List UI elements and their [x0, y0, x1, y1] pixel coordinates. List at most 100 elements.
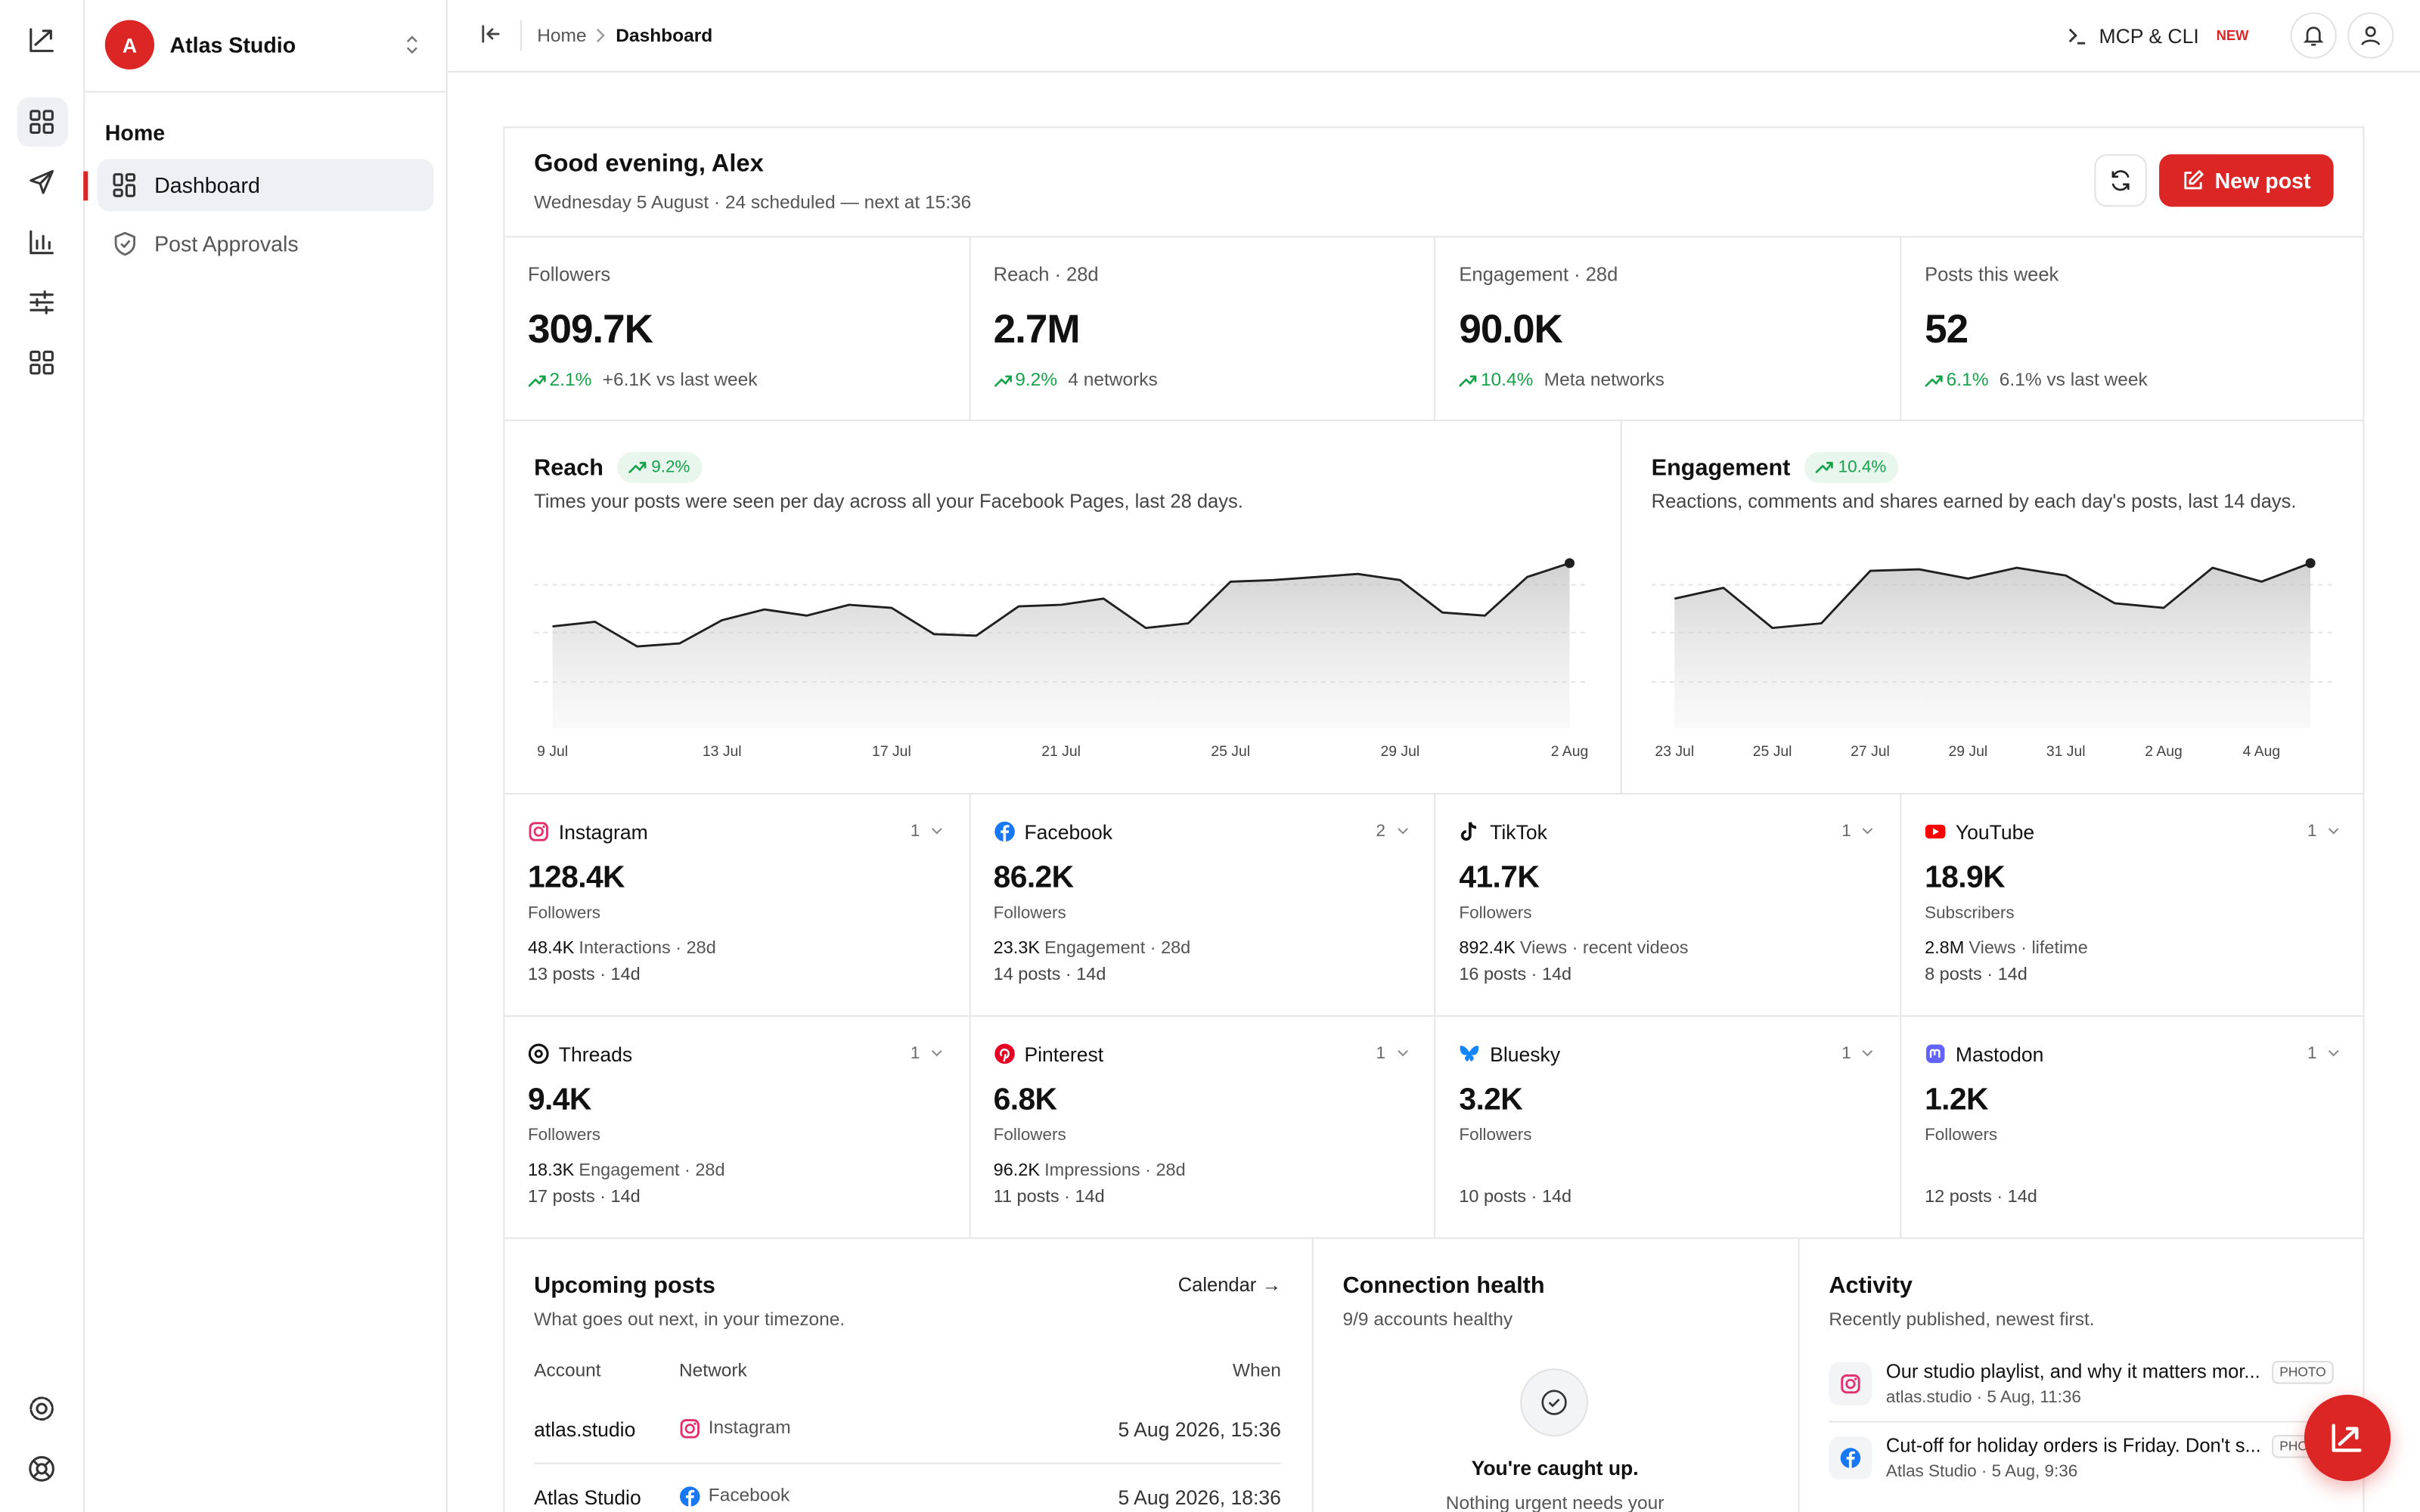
network-value: 3.2K	[1459, 1083, 1523, 1117]
count-chevron[interactable]	[1396, 1049, 1408, 1058]
x-tick-label: 31 Jul	[2046, 743, 2086, 760]
network-icon	[1840, 1448, 1861, 1468]
nav-dashboard-icon	[113, 173, 136, 197]
account-count: 1	[2307, 1043, 2317, 1063]
new-post-label[interactable]: New post	[2214, 168, 2311, 194]
account-count: 2	[1376, 821, 1386, 841]
network-unit: Followers	[1459, 903, 1532, 922]
workspace-name[interactable]: Atlas Studio	[169, 32, 296, 57]
stat-label: Posts this week	[1925, 263, 2059, 286]
metric-value: 18.3K	[527, 1161, 575, 1181]
end-dot	[1564, 558, 1575, 569]
user-btn[interactable]	[2347, 12, 2394, 59]
nav-active-bg[interactable]	[97, 159, 434, 212]
post-when: 5 Aug 2026, 15:36	[1118, 1417, 1281, 1441]
rail-publish[interactable]	[26, 166, 57, 197]
network-name: Instagram	[558, 820, 648, 844]
icon-rail	[0, 0, 85, 1512]
divider	[1620, 420, 1622, 793]
count-chevron[interactable]	[931, 1049, 943, 1058]
network-posts: 11 posts · 14d	[993, 1188, 1105, 1207]
trend-icon	[994, 375, 1012, 387]
x-tick-label: 2 Aug	[1551, 743, 1589, 760]
count-chevron[interactable]	[1396, 827, 1408, 836]
x-tick-label: 2 Aug	[2145, 743, 2183, 760]
section-title: Connection health	[1342, 1272, 1545, 1299]
divider	[969, 792, 971, 1238]
network-name: Bluesky	[1490, 1042, 1561, 1066]
x-tick-label: 29 Jul	[1381, 743, 1420, 760]
account-count: 1	[2307, 821, 2317, 841]
count-chevron[interactable]	[2328, 1049, 2340, 1058]
rail-help[interactable]	[26, 1453, 57, 1484]
rail-analytics[interactable]	[26, 227, 57, 258]
nav-active-marker	[83, 171, 88, 201]
rail-settings[interactable]	[26, 1393, 57, 1424]
activity-tag: PHOTO	[2272, 1361, 2334, 1383]
count-chevron[interactable]	[1862, 827, 1874, 836]
divider	[1311, 1237, 1314, 1512]
network-name: Facebook	[1024, 820, 1112, 844]
greeting-subtitle: Wednesday 5 August · 24 scheduled — next…	[534, 191, 972, 213]
rail-settings-sliders[interactable]	[26, 287, 57, 318]
fab-icon	[2332, 1424, 2362, 1452]
network-posts: 8 posts · 14d	[1925, 966, 2028, 985]
count-chevron[interactable]	[1862, 1049, 1874, 1058]
network-value: 128.4K	[527, 860, 625, 895]
x-tick-label: 25 Jul	[1753, 743, 1792, 760]
network-metric: 48.4K Interactions · 28d	[527, 939, 716, 959]
stat-change: 10.4%	[1480, 368, 1534, 391]
network-icon	[680, 1419, 700, 1439]
stat-note: 4 networks	[1068, 368, 1158, 391]
stat-note: Meta networks	[1544, 368, 1665, 391]
divider	[503, 420, 2365, 422]
rail-active	[17, 97, 68, 147]
network-value: 41.7K	[1459, 860, 1540, 895]
new-post-btn[interactable]	[2159, 154, 2334, 207]
nav-item[interactable]: Post Approvals	[154, 231, 299, 256]
network-value: 1.2K	[1925, 1083, 1988, 1117]
stat-label: Followers	[527, 263, 611, 286]
divider	[1900, 792, 1902, 1238]
network-unit: Followers	[527, 903, 601, 922]
divider	[969, 236, 971, 420]
network-metric: 18.3K Engagement · 28d	[527, 1161, 725, 1181]
count-chevron[interactable]	[2328, 827, 2340, 836]
x-tick-label: 9 Jul	[537, 743, 568, 760]
notif-btn[interactable]	[2290, 12, 2337, 59]
post-account: atlas.studio	[534, 1417, 636, 1441]
trend-icon	[628, 461, 647, 473]
chart-subtitle: Times your posts were seen per day acros…	[534, 490, 1243, 513]
refresh-btn[interactable]	[2094, 154, 2147, 207]
activity-text[interactable]: Cut-off for holiday orders is Friday. Do…	[1885, 1434, 2261, 1457]
end-dot	[2305, 558, 2316, 569]
network-unit: Followers	[1925, 1125, 1998, 1145]
trend-icon	[1815, 461, 1833, 473]
rail-apps[interactable]	[26, 347, 57, 378]
calendar-link[interactable]: Calendar →	[1177, 1274, 1281, 1296]
workspace-switch[interactable]	[403, 33, 421, 57]
network-posts: 10 posts · 14d	[1459, 1188, 1572, 1207]
rail-dashboard[interactable]	[26, 107, 57, 138]
metric-value: 48.4K	[527, 939, 575, 959]
collapse-sidebar[interactable]	[479, 22, 504, 47]
network-unit: Subscribers	[1925, 903, 2015, 922]
nav-item[interactable]: Dashboard	[154, 172, 260, 198]
network-name: Pinterest	[1024, 1042, 1104, 1066]
network-icon	[994, 1043, 1015, 1064]
metric-label: Interactions · 28d	[579, 939, 716, 959]
network-value: 9.4K	[527, 1083, 591, 1117]
count-chevron[interactable]	[931, 827, 943, 836]
metric-value: 23.3K	[993, 939, 1040, 959]
stat-value: 309.7K	[527, 305, 653, 352]
account-count: 1	[1841, 1043, 1851, 1063]
mcp-link[interactable]: MCP & CLI	[2099, 23, 2199, 48]
account-count: 1	[1841, 821, 1851, 841]
breadcrumb[interactable]: Home	[537, 24, 587, 47]
divider	[1798, 1237, 1800, 1512]
account-count: 1	[1376, 1043, 1386, 1063]
activity-text[interactable]: Our studio playlist, and why it matters …	[1885, 1360, 2260, 1383]
network-icon	[1461, 822, 1478, 841]
column-header: Account	[534, 1359, 601, 1381]
